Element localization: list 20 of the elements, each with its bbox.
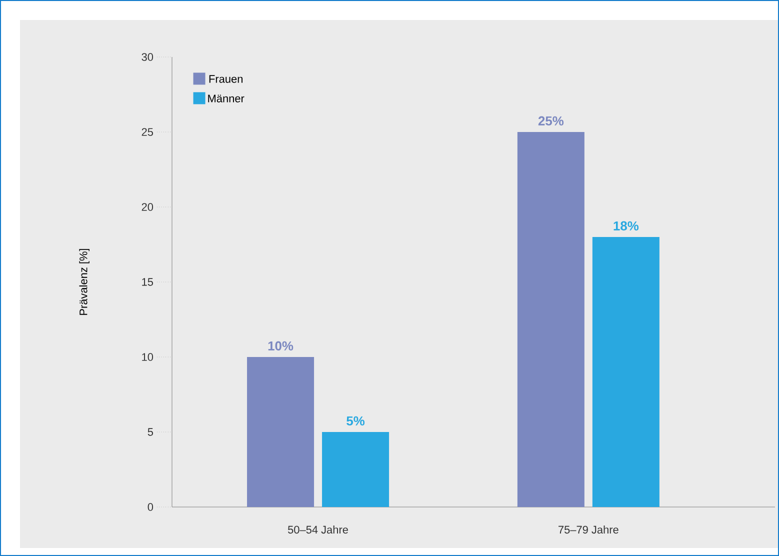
y-tick-label: 10 bbox=[142, 353, 154, 361]
data-label: 18% bbox=[614, 221, 639, 230]
y-tick-label: 30 bbox=[142, 53, 154, 61]
y-tick-label: 25 bbox=[142, 128, 154, 136]
y-tick-label: 20 bbox=[142, 203, 154, 211]
data-label: 10% bbox=[268, 341, 294, 350]
bar bbox=[247, 357, 314, 507]
y-axis-title: Prävalenz [%] bbox=[79, 248, 90, 315]
data-label: 5% bbox=[346, 416, 365, 426]
bar bbox=[592, 237, 660, 507]
y-tick-label: 0 bbox=[148, 503, 154, 511]
y-tick-label: 5 bbox=[148, 428, 154, 436]
legend-label: Männer bbox=[208, 94, 244, 102]
x-tick-label: 75–79 Jahre bbox=[558, 526, 618, 534]
data-label: 25% bbox=[538, 116, 564, 126]
bar bbox=[517, 132, 584, 507]
x-tick-label: 50–54 Jahre bbox=[288, 526, 348, 534]
legend-label: Frauen bbox=[209, 75, 242, 83]
bar bbox=[322, 432, 390, 507]
y-tick-label: 15 bbox=[142, 278, 154, 286]
